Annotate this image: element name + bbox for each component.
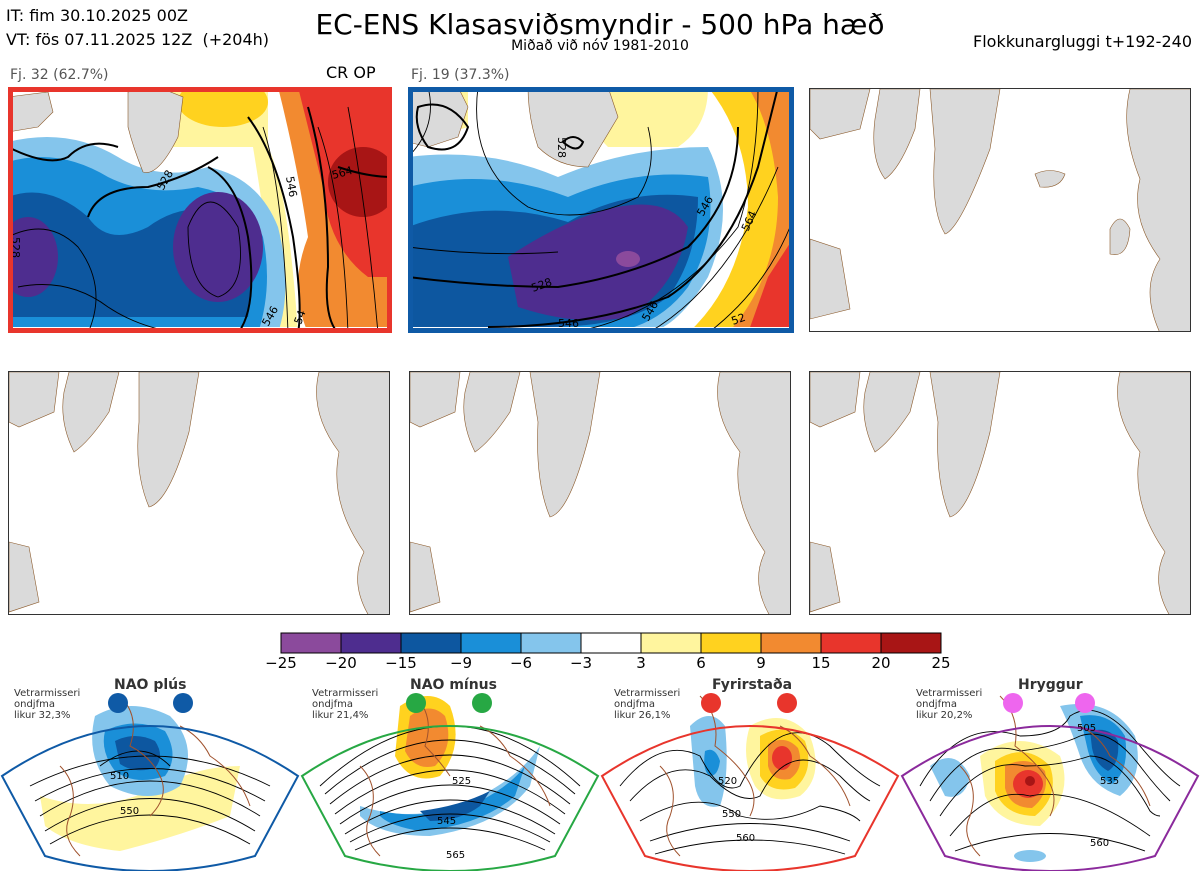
regime-3-name: Fyrirstaða xyxy=(712,677,793,693)
regime-4-name: Hryggur xyxy=(1018,677,1083,693)
cluster-2-contour-label: 546 xyxy=(558,317,579,330)
regime-nao-minus: 525 545 565 xyxy=(300,676,600,871)
regime-2-dot-left xyxy=(406,693,426,713)
regime-1-note: Vetrarmisseri ondjfma likur 32,3% xyxy=(14,688,81,721)
regime-1-contour-label: 550 xyxy=(120,806,139,817)
colorbar-segment xyxy=(760,632,822,654)
colorbar-tick-label: 15 xyxy=(811,654,831,672)
regime-2-dot-right xyxy=(472,693,492,713)
regime-1-dot-right xyxy=(173,693,193,713)
colorbar-tick-label: −20 xyxy=(325,654,357,672)
colorbar-tick-label: 20 xyxy=(871,654,891,672)
regime-3-contour-label: 550 xyxy=(722,809,741,820)
regime-blocking: 520 550 560 xyxy=(600,676,900,871)
colorbar-tick-label: 6 xyxy=(696,654,706,672)
regime-4-contour-label: 560 xyxy=(1090,838,1109,849)
colorbar-tick-label: −15 xyxy=(385,654,417,672)
regime-1-contour-label: 510 xyxy=(110,771,129,782)
colorbar-segment xyxy=(460,632,522,654)
colorbar-tick-label: −9 xyxy=(449,654,473,672)
regime-2-contour-label: 545 xyxy=(437,816,456,827)
regime-4-contour-label: 505 xyxy=(1077,723,1096,734)
window-label: Flokkunargluggi t+192-240 xyxy=(973,32,1192,51)
op-label: CR OP xyxy=(326,63,376,82)
empty-map-panel xyxy=(809,371,1191,615)
colorbar-segment xyxy=(820,632,882,654)
cluster-2-contour-label: 52 xyxy=(730,311,748,328)
cluster-1-label: Fj. 32 (62.7%) xyxy=(10,67,109,83)
cluster-2-label: Fj. 19 (37.3%) xyxy=(411,67,510,83)
colorbar-segment xyxy=(520,632,582,654)
regime-1-dot-left xyxy=(108,693,128,713)
colorbar xyxy=(280,632,942,654)
colorbar-segment xyxy=(640,632,702,654)
cluster-2-contour-label: 528 xyxy=(555,137,568,158)
regime-3-contour-label: 520 xyxy=(718,776,737,787)
regime-ridge: 505 535 560 xyxy=(900,676,1200,871)
cluster-1-contour-label: 546 xyxy=(283,175,299,198)
main-subtitle: Miðað við nóv 1981-2010 xyxy=(511,38,689,54)
colorbar-tick-label: −25 xyxy=(265,654,297,672)
regime-nao-plus: 510 550 xyxy=(0,676,300,871)
regime-4-dot-right xyxy=(1075,693,1095,713)
regime-3-dot-right xyxy=(777,693,797,713)
valid-time: VT: fös 07.11.2025 12Z (+204h) xyxy=(6,30,270,49)
regime-2-note: Vetrarmisseri ondjfma likur 21,4% xyxy=(312,688,379,721)
colorbar-segment xyxy=(280,632,342,654)
colorbar-segment xyxy=(400,632,462,654)
regime-4-note: Vetrarmisseri ondjfma likur 20,2% xyxy=(916,688,983,721)
empty-map-panel xyxy=(8,371,390,615)
colorbar-segment xyxy=(700,632,762,654)
cluster-2-map: 528 528 546 564 546 52 546 xyxy=(408,87,794,333)
regime-3-note: Vetrarmisseri ondjfma likur 26,1% xyxy=(614,688,681,721)
regime-4-dot-left xyxy=(1003,693,1023,713)
init-time: IT: fim 30.10.2025 00Z xyxy=(6,6,188,25)
cluster-1-contour-label: 564 xyxy=(330,164,354,182)
colorbar-tick-label: 3 xyxy=(636,654,646,672)
colorbar-segment xyxy=(880,632,942,654)
cluster-1-map: 528 546 564 528 546 54 xyxy=(8,87,392,333)
regime-2-contour-label: 525 xyxy=(452,776,471,787)
colorbar-tick-label: 9 xyxy=(756,654,766,672)
regime-3-contour-label: 560 xyxy=(736,833,755,844)
colorbar-tick-label: 25 xyxy=(931,654,951,672)
empty-map-panel xyxy=(809,88,1191,332)
empty-map-panel xyxy=(409,371,791,615)
cluster-1-contour-label: 54 xyxy=(292,308,309,326)
colorbar-segment xyxy=(580,632,642,654)
regime-1-name: NAO plús xyxy=(114,677,187,693)
main-title: EC-ENS Klasasviðsmyndir - 500 hPa hæð xyxy=(315,8,885,41)
regime-4-contour-label: 535 xyxy=(1100,776,1119,787)
colorbar-tick-label: −3 xyxy=(569,654,593,672)
regime-3-dot-left xyxy=(701,693,721,713)
regime-2-contour-label: 565 xyxy=(446,850,465,861)
colorbar-tick-label: −6 xyxy=(509,654,533,672)
regime-2-name: NAO mínus xyxy=(410,677,497,693)
colorbar-segment xyxy=(340,632,402,654)
